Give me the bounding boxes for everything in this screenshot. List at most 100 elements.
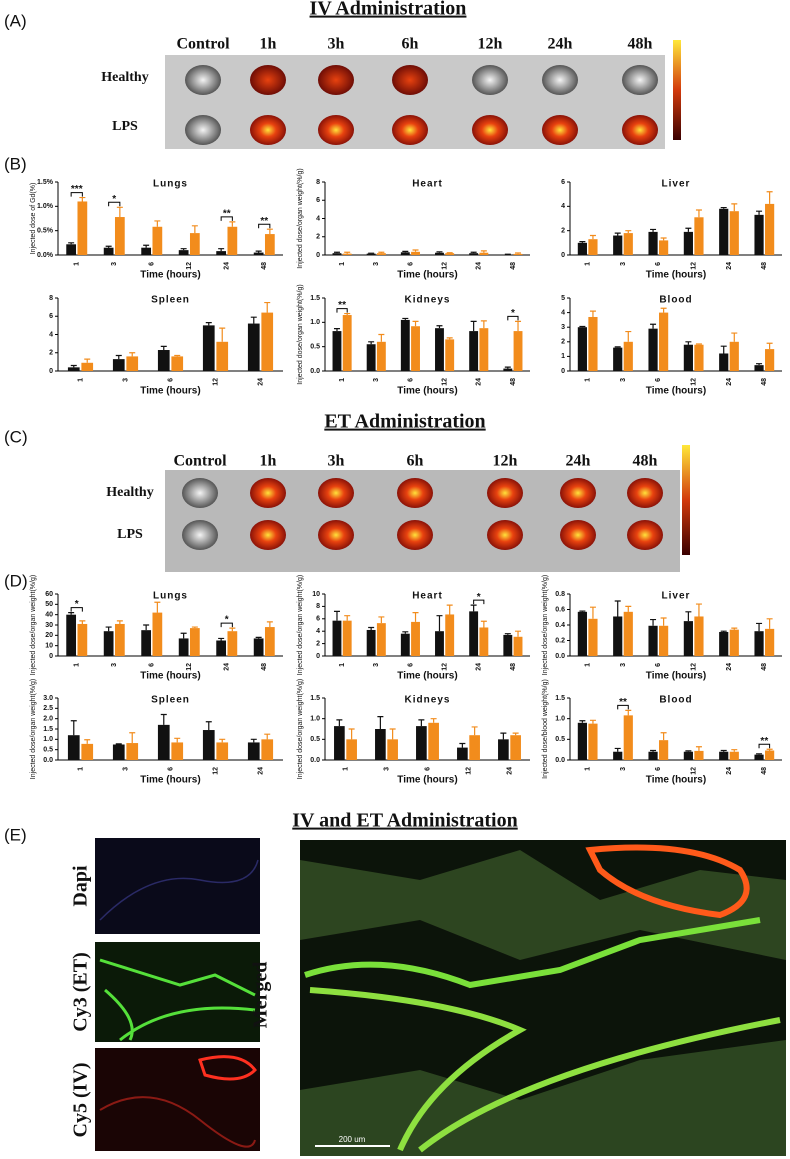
cy5-image xyxy=(95,1048,260,1151)
bar xyxy=(126,356,139,371)
bar xyxy=(588,316,598,371)
y-tick-label: 60 xyxy=(45,591,53,598)
x-tick-label: 12 xyxy=(186,663,193,671)
bar xyxy=(729,629,739,656)
error-bar xyxy=(154,220,161,227)
bar xyxy=(157,724,170,760)
error-bar xyxy=(470,320,477,332)
significance-bracket xyxy=(758,743,771,749)
bar xyxy=(513,331,523,371)
error-bar xyxy=(766,618,773,629)
chart-title: Kidneys xyxy=(405,695,451,706)
x-tick-label: 6 xyxy=(407,663,414,667)
merged-vessel xyxy=(585,844,750,919)
error-bar xyxy=(402,250,409,253)
y-tick-label: 0.0 xyxy=(555,757,565,764)
error-bar xyxy=(115,354,122,360)
bar xyxy=(623,233,633,255)
bar xyxy=(479,627,489,656)
y-tick-label: 1.5% xyxy=(37,179,54,186)
bar xyxy=(613,616,623,656)
y-tick-label: 2 xyxy=(561,339,565,346)
error-bar xyxy=(219,738,226,743)
error-bar xyxy=(70,364,77,368)
bar xyxy=(729,341,739,371)
bar xyxy=(445,253,455,255)
error-bar xyxy=(255,636,262,639)
bar xyxy=(469,331,479,371)
chart-title: Spleen xyxy=(151,695,190,706)
error-bar xyxy=(105,626,112,632)
error-bar xyxy=(333,251,340,254)
bar xyxy=(613,751,623,760)
cy5-texture xyxy=(99,1096,256,1148)
bar xyxy=(366,629,376,656)
bar xyxy=(445,614,455,656)
bar xyxy=(577,242,587,255)
error-bar xyxy=(756,622,763,632)
bar xyxy=(428,722,439,760)
error-bar xyxy=(116,620,123,624)
y-tick-label: 0 xyxy=(561,368,565,375)
error-bar xyxy=(250,738,257,743)
y-tick-label: 0.5 xyxy=(310,736,320,743)
x-tick-label: 3 xyxy=(620,767,627,771)
bar xyxy=(67,735,80,760)
x-tick-label: 12 xyxy=(441,378,448,386)
error-bar xyxy=(579,720,586,723)
dapi-texture xyxy=(99,859,259,921)
organ-image xyxy=(392,115,428,145)
organ-image xyxy=(318,478,354,508)
organ-image xyxy=(318,115,354,145)
y-tick-label: 1 xyxy=(561,353,565,360)
error-bar xyxy=(84,358,91,363)
column-label: 3h xyxy=(328,453,345,470)
x-tick-label: 3 xyxy=(111,663,118,667)
column-label: 12h xyxy=(478,36,503,53)
chart-title: Kidneys xyxy=(405,295,451,306)
y-tick-label: 8 xyxy=(49,295,53,302)
column-label: Control xyxy=(176,36,230,53)
x-tick-label: 6 xyxy=(407,378,414,382)
x-tick-label: 48 xyxy=(510,262,517,270)
bar xyxy=(694,616,704,656)
cy5-texture xyxy=(198,1055,257,1081)
error-bar xyxy=(695,603,702,617)
x-tick-label: 1 xyxy=(77,378,84,382)
organ-image xyxy=(487,520,523,550)
bar xyxy=(765,628,775,656)
bar xyxy=(411,326,420,371)
bar xyxy=(498,739,509,760)
x-tick-label: 6 xyxy=(655,663,662,667)
chart-title: Blood xyxy=(659,695,692,706)
y-tick-label: 0.8 xyxy=(555,591,565,598)
x-tick-label: 48 xyxy=(761,663,768,671)
bar xyxy=(623,715,633,760)
error-bar xyxy=(430,718,437,723)
charts: Lungs 0.0% 0.5% 1.0% 1.5%Injected dose of Gd… xyxy=(30,168,782,786)
panel-label: (B) xyxy=(4,154,27,173)
error-bar xyxy=(756,210,763,215)
y-tick-label: 0 xyxy=(316,252,320,259)
x-tick-label: 6 xyxy=(655,767,662,771)
y-tick-label: 2 xyxy=(316,234,320,241)
error-bar xyxy=(333,328,340,332)
y-tick-label: 0.0% xyxy=(37,252,54,259)
organ-image xyxy=(182,520,218,550)
y-axis-label: Injected dose/organ weight(%/g) xyxy=(297,575,304,675)
y-tick-label: 0 xyxy=(49,653,53,660)
error-bar xyxy=(660,732,667,741)
organ-image xyxy=(560,520,596,550)
error-bar xyxy=(412,320,419,327)
bar xyxy=(683,751,693,760)
bar xyxy=(77,201,88,255)
error-bar xyxy=(695,746,702,751)
error-bar xyxy=(264,733,271,740)
x-tick-label: 1 xyxy=(74,663,81,667)
x-tick-label: 48 xyxy=(510,378,517,386)
merged-airway xyxy=(304,917,761,989)
bar xyxy=(411,621,420,656)
error-bar xyxy=(614,346,621,348)
bar xyxy=(503,634,513,656)
bar xyxy=(114,623,125,656)
